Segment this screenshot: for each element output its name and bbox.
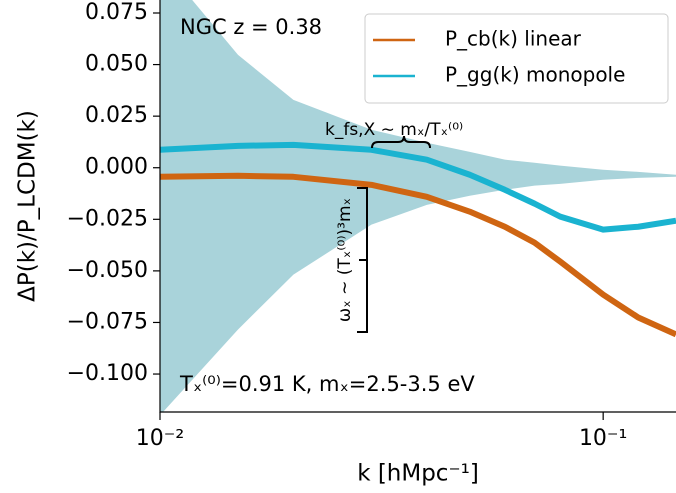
x-tick-label: 10⁻¹ — [579, 426, 627, 451]
band — [160, 0, 676, 412]
y-tick-label: −0.025 — [67, 206, 148, 231]
annotation: k_fs,X ∼ mₓ/Tₓ⁽⁰⁾ — [325, 120, 463, 140]
legend — [364, 13, 669, 104]
bracket — [357, 187, 368, 333]
brace — [371, 135, 431, 149]
y-axis-label: ΔP(k)/P_LCDM(k) — [15, 110, 41, 302]
y-tick-label: −0.050 — [67, 258, 148, 283]
y-tick-label: −0.075 — [67, 309, 148, 334]
annotation: NGC z = 0.38 — [180, 15, 322, 39]
plot-area — [160, 0, 676, 412]
legend-label: P_gg(k) monopole — [445, 63, 625, 87]
y-tick-label: 0.075 — [85, 0, 148, 25]
legend-label: P_cb(k) linear — [445, 27, 582, 51]
y-tick-label: −0.100 — [67, 361, 148, 386]
x-tick-label: 10⁻² — [136, 426, 184, 451]
line — [160, 172, 676, 338]
line — [160, 141, 676, 233]
annotation: ωₓ ∼ (Tₓ⁽⁰⁾)³mₓ — [335, 198, 355, 322]
y-tick-label: 0.000 — [85, 155, 148, 180]
y-tick-label: 0.050 — [85, 52, 148, 77]
annotation: Tₓ⁽⁰⁾=0.91 K, mₓ=2.5-3.5 eV — [179, 372, 475, 396]
y-tick-label: 0.025 — [85, 103, 148, 128]
x-axis-label: k [hMpc⁻¹] — [357, 461, 479, 487]
